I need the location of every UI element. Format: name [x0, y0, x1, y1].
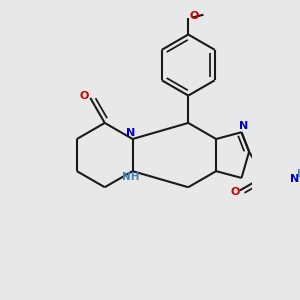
Text: NH: NH: [122, 172, 140, 182]
Text: N: N: [238, 121, 248, 131]
Text: N: N: [126, 128, 136, 138]
Text: O: O: [190, 11, 199, 21]
Text: O: O: [230, 187, 239, 197]
Text: H: H: [296, 169, 300, 179]
Text: O: O: [80, 91, 89, 101]
Text: N: N: [290, 174, 299, 184]
